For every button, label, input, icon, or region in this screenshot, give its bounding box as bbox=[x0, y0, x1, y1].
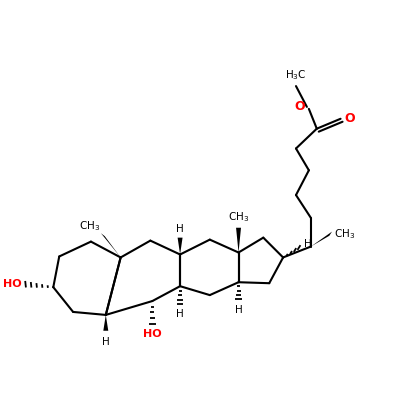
Text: CH$_3$: CH$_3$ bbox=[79, 219, 100, 233]
Text: HO: HO bbox=[143, 329, 162, 339]
Text: H: H bbox=[176, 224, 184, 234]
Text: CH$_3$: CH$_3$ bbox=[334, 227, 355, 240]
Polygon shape bbox=[103, 315, 108, 331]
Polygon shape bbox=[101, 233, 121, 258]
Polygon shape bbox=[236, 228, 241, 252]
Text: H: H bbox=[235, 305, 242, 315]
Text: HO: HO bbox=[3, 279, 22, 289]
Polygon shape bbox=[311, 232, 332, 246]
Text: H: H bbox=[176, 309, 184, 319]
Text: O: O bbox=[294, 100, 305, 113]
Text: H: H bbox=[102, 337, 110, 347]
Text: H: H bbox=[304, 238, 312, 248]
Text: O: O bbox=[344, 112, 355, 125]
Polygon shape bbox=[178, 238, 182, 254]
Text: CH$_3$: CH$_3$ bbox=[228, 210, 249, 224]
Text: H$_3$C: H$_3$C bbox=[285, 68, 307, 82]
